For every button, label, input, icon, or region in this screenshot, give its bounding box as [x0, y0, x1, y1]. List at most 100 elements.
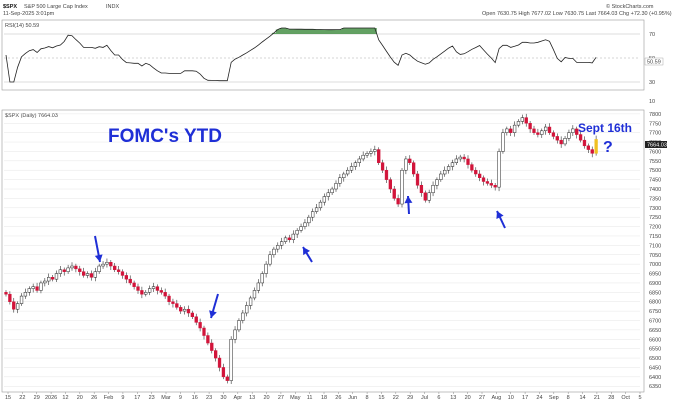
candlestick-series	[4, 113, 598, 384]
candle-body	[89, 273, 94, 278]
candle-body	[505, 128, 509, 133]
chart-date: 11-Sep-2025 3:01pm	[3, 11, 55, 17]
price-y-tick: 6750	[649, 309, 661, 315]
price-label: $SPX (Daily) 7664.03	[5, 113, 58, 119]
candle-body	[314, 207, 319, 212]
candle-body	[237, 320, 241, 331]
arrow-head	[496, 211, 504, 219]
candle-body	[144, 292, 148, 295]
x-tick-label: 13	[249, 395, 255, 401]
x-tick-label: Oct	[621, 395, 630, 401]
candle-body	[462, 156, 466, 160]
candle-body	[365, 153, 369, 156]
candle-body	[431, 185, 435, 194]
candle-body	[353, 162, 358, 167]
candle-body	[179, 307, 183, 312]
candle-body	[411, 162, 416, 175]
candle-body	[229, 339, 233, 381]
x-axis: 15 22 29 2026 12 20 26 Feb 9 17 23 Mar 9 16 23 30 Apr 13 2…	[5, 392, 642, 401]
candle-body	[47, 277, 51, 282]
fomc-arrow	[209, 293, 219, 319]
candle-body	[536, 132, 540, 135]
candle-body	[233, 329, 237, 340]
candle-body	[373, 149, 377, 152]
candle-body	[567, 132, 571, 139]
price-top-label: 10	[649, 99, 655, 105]
candle-body	[163, 292, 167, 297]
candle-body	[279, 241, 284, 246]
candle-body	[423, 192, 427, 201]
candle-body	[291, 233, 295, 240]
candle-body	[388, 179, 393, 190]
candle-body	[590, 149, 594, 154]
candle-body	[357, 158, 361, 163]
candle-body	[501, 132, 505, 152]
candle-body	[140, 290, 144, 295]
candle-body	[39, 282, 43, 291]
candle-body	[571, 128, 575, 133]
candle-body	[213, 350, 218, 359]
candle-body	[575, 128, 579, 135]
candle-body	[128, 278, 132, 284]
candle-body	[101, 263, 105, 267]
candle-body	[206, 335, 210, 344]
x-tick-label: 6	[437, 395, 440, 401]
candle-body	[167, 295, 171, 302]
chart-name: S&P 500 Large Cap Index	[24, 4, 88, 10]
candle-body	[202, 327, 206, 336]
candle-body	[78, 268, 82, 272]
candle-body	[330, 188, 334, 194]
candle-body	[66, 267, 70, 272]
candle-body	[93, 271, 97, 278]
annotation-sept: Sept 16th	[578, 121, 632, 135]
price-gridlines	[4, 113, 640, 387]
arrow-head	[303, 247, 310, 256]
candle-body	[245, 305, 249, 314]
candle-body	[392, 188, 396, 199]
x-tick-label: 17	[134, 395, 140, 401]
price-y-tick: 6900	[649, 281, 661, 287]
candle-body	[15, 303, 20, 310]
x-tick-label: 27	[479, 395, 485, 401]
candle-body	[210, 342, 214, 351]
candle-body	[450, 162, 455, 167]
price-y-tick: 7800	[649, 112, 661, 118]
price-y-tick: 7300	[649, 206, 661, 212]
price-y-tick: 7200	[649, 225, 661, 231]
candle-body	[446, 166, 451, 171]
price-panel: $SPX (Daily) 7664.03 7800775077007650760…	[1, 99, 667, 393]
price-y-tick: 7750	[649, 121, 661, 127]
x-tick-label: 30	[220, 395, 226, 401]
x-tick-label: 8	[366, 395, 369, 401]
price-y-tick: 6700	[649, 319, 661, 325]
candle-body	[439, 173, 443, 180]
candle-body	[105, 262, 109, 265]
annotations: FOMC's YTD Sept 16th ?	[94, 121, 632, 319]
candle-body	[322, 196, 327, 203]
candle-body	[470, 164, 474, 171]
rsi-value: 50.59	[647, 60, 661, 66]
candle-body	[299, 226, 303, 231]
x-tick-label: 28	[608, 395, 614, 401]
candle-body	[225, 376, 229, 381]
arrow-head	[404, 196, 413, 204]
candle-body	[493, 185, 497, 188]
annotation-question: ?	[603, 139, 613, 156]
candle-body	[326, 192, 330, 197]
candle-body	[396, 198, 400, 205]
candle-body	[54, 273, 59, 280]
price-y-tick: 6950	[649, 272, 661, 278]
candle-body	[256, 282, 261, 291]
candle-body	[408, 158, 412, 163]
x-tick-label: 15	[5, 395, 11, 401]
candle-body	[520, 117, 525, 122]
x-tick-label: 21	[594, 395, 600, 401]
chart-symbol: $SPX	[3, 4, 17, 10]
candle-body	[509, 128, 513, 133]
candle-body	[435, 179, 439, 186]
candle-body	[171, 301, 175, 304]
fomc-arrows	[94, 195, 506, 319]
candle-body	[458, 156, 462, 160]
price-y-tick: 6800	[649, 300, 661, 306]
candle-body	[532, 128, 536, 133]
